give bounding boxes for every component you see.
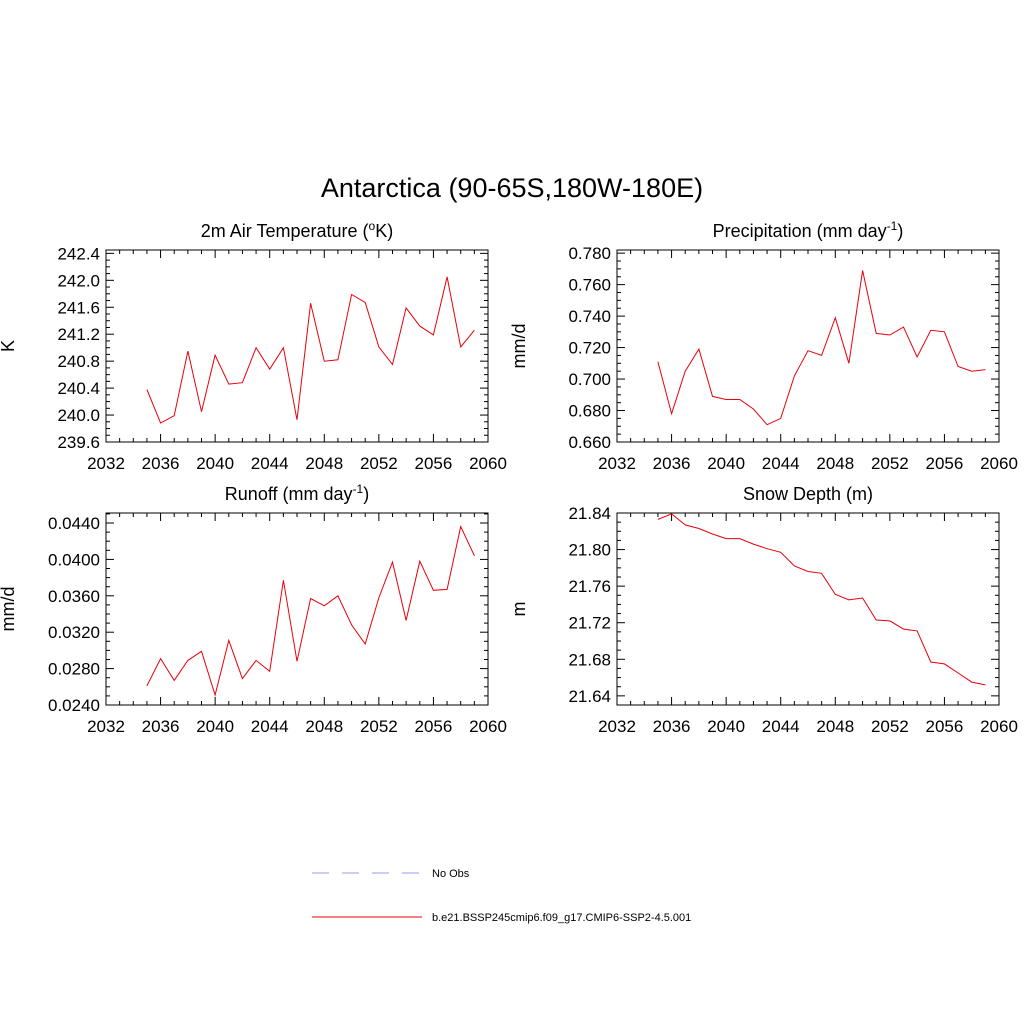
- plot-frame: [105, 249, 489, 443]
- y-tick-label: 0.0280: [48, 660, 100, 679]
- y-tick-label: 0.660: [568, 433, 611, 452]
- x-tick-label: 2052: [871, 717, 909, 736]
- panel-title: Runoff (mm day-1): [225, 482, 369, 504]
- y-tick-label: 242.0: [57, 271, 100, 290]
- x-tick-label: 2052: [360, 717, 398, 736]
- x-tick-label: 2048: [816, 454, 854, 473]
- x-tick-label: 2036: [142, 454, 180, 473]
- series-line: [657, 513, 986, 686]
- panel-title-sup: -1: [353, 482, 364, 496]
- x-tick-label: 2044: [762, 454, 800, 473]
- panel-title-main: Runoff (mm day: [225, 484, 353, 504]
- chart-title: Antarctica (90-65S,180W-180E): [321, 173, 703, 203]
- y-tick-label: 0.760: [568, 276, 611, 295]
- y-tick-label: 0.0440: [48, 514, 100, 533]
- x-tick-label: 2044: [251, 454, 289, 473]
- y-tick-label: 242.4: [57, 244, 100, 263]
- panel-title-sup: -1: [887, 219, 898, 233]
- y-tick-label: 239.6: [57, 433, 100, 452]
- panel-4: Snow Depth (m) 2032 2036 2040 2044 2048 2052 20…: [509, 484, 1018, 736]
- y-tick-label: 0.780: [568, 244, 611, 263]
- legend: No Obs b.e21.BSSP245cmip6.f09_g17.CMIP6-S…: [312, 868, 691, 924]
- x-tick-label: 2052: [360, 454, 398, 473]
- x-tick-label: 2052: [871, 454, 909, 473]
- legend-label: No Obs: [432, 868, 470, 880]
- x-tick-label: 2048: [305, 717, 343, 736]
- x-tick-label: 2056: [415, 454, 453, 473]
- y-tick-label: 241.2: [57, 325, 100, 344]
- y-tick-label: 21.68: [568, 650, 611, 669]
- x-tick-label: 2060: [469, 454, 507, 473]
- panel-3: Runoff (mm day-1) 2032 2036 2040 2044 2048 205…: [0, 482, 507, 736]
- y-tick-label: 21.80: [568, 541, 611, 560]
- y-tick-label: 21.64: [568, 687, 611, 706]
- x-tick-label: 2036: [653, 454, 691, 473]
- y-axis-label: K: [0, 340, 18, 352]
- y-tick-label: 240.0: [57, 406, 100, 425]
- panel-title: Snow Depth (m): [743, 484, 873, 504]
- y-tick-label: 240.8: [57, 352, 100, 371]
- y-axis-label: m: [509, 602, 529, 617]
- x-tick-label: 2056: [926, 717, 964, 736]
- x-tick-label: 2032: [87, 454, 125, 473]
- plot-frame: [105, 512, 489, 706]
- panels: 2m Air Temperature (oK)2032 2036 2040 2044 2…: [0, 219, 1018, 736]
- panel-title-main: Snow Depth (m): [743, 484, 873, 504]
- legend-entry-2: b.e21.BSSP245cmip6.f09_g17.CMIP6-SSP2-4.…: [312, 912, 691, 924]
- x-tick-label: 2040: [196, 454, 234, 473]
- panel-1: 2m Air Temperature (oK) 2032 2036 2040 2044 2…: [0, 219, 507, 473]
- panel-title-end: ): [363, 484, 369, 504]
- plot-frame: [616, 249, 1000, 443]
- y-tick-label: 0.0360: [48, 587, 100, 606]
- x-tick-label: 2044: [762, 717, 800, 736]
- legend-label: b.e21.BSSP245cmip6.f09_g17.CMIP6-SSP2-4.…: [432, 912, 691, 924]
- panel-title: Precipitation (mm day-1): [713, 219, 904, 241]
- panel-title-main: Precipitation (mm day: [713, 221, 887, 241]
- y-tick-label: 0.700: [568, 370, 611, 389]
- y-axis-label: mm/d: [509, 324, 529, 369]
- panel-title-sup: o: [369, 219, 376, 233]
- x-tick-label: 2048: [305, 454, 343, 473]
- panel-title-end: K): [375, 221, 393, 241]
- y-tick-label: 0.0240: [48, 696, 100, 715]
- x-tick-label: 2060: [980, 454, 1018, 473]
- x-tick-label: 2036: [653, 717, 691, 736]
- series-line: [146, 276, 475, 424]
- x-tick-label: 2056: [926, 454, 964, 473]
- x-tick-label: 2044: [251, 717, 289, 736]
- y-tick-label: 0.720: [568, 339, 611, 358]
- y-tick-label: 21.72: [568, 614, 611, 633]
- x-tick-label: 2036: [142, 717, 180, 736]
- x-tick-label: 2032: [87, 717, 125, 736]
- y-tick-label: 21.84: [568, 504, 611, 523]
- y-tick-label: 0.680: [568, 402, 611, 421]
- panel-title: 2m Air Temperature (oK): [201, 219, 393, 241]
- y-tick-label: 240.4: [57, 379, 100, 398]
- y-tick-label: 21.76: [568, 577, 611, 596]
- x-tick-label: 2048: [816, 717, 854, 736]
- panel-2: Precipitation (mm day-1) 2032 2036 2040 2044…: [509, 219, 1018, 473]
- x-tick-label: 2060: [469, 717, 507, 736]
- y-axis-label: mm/d: [0, 587, 18, 632]
- x-tick-label: 2040: [707, 454, 745, 473]
- y-tick-label: 0.0400: [48, 550, 100, 569]
- panel-title-end: ): [897, 221, 903, 241]
- y-tick-label: 0.0320: [48, 623, 100, 642]
- series-line: [146, 525, 475, 697]
- panel-title-main: 2m Air Temperature (: [201, 221, 369, 241]
- x-tick-label: 2056: [415, 717, 453, 736]
- y-tick-label: 0.740: [568, 307, 611, 326]
- x-tick-label: 2040: [196, 717, 234, 736]
- x-tick-label: 2032: [598, 454, 636, 473]
- series-line: [657, 270, 986, 426]
- legend-entry-1: No Obs: [312, 868, 470, 880]
- plot-frame: [616, 512, 1000, 706]
- y-tick-label: 241.6: [57, 298, 100, 317]
- x-tick-label: 2060: [980, 717, 1018, 736]
- x-tick-label: 2040: [707, 717, 745, 736]
- x-tick-label: 2032: [598, 717, 636, 736]
